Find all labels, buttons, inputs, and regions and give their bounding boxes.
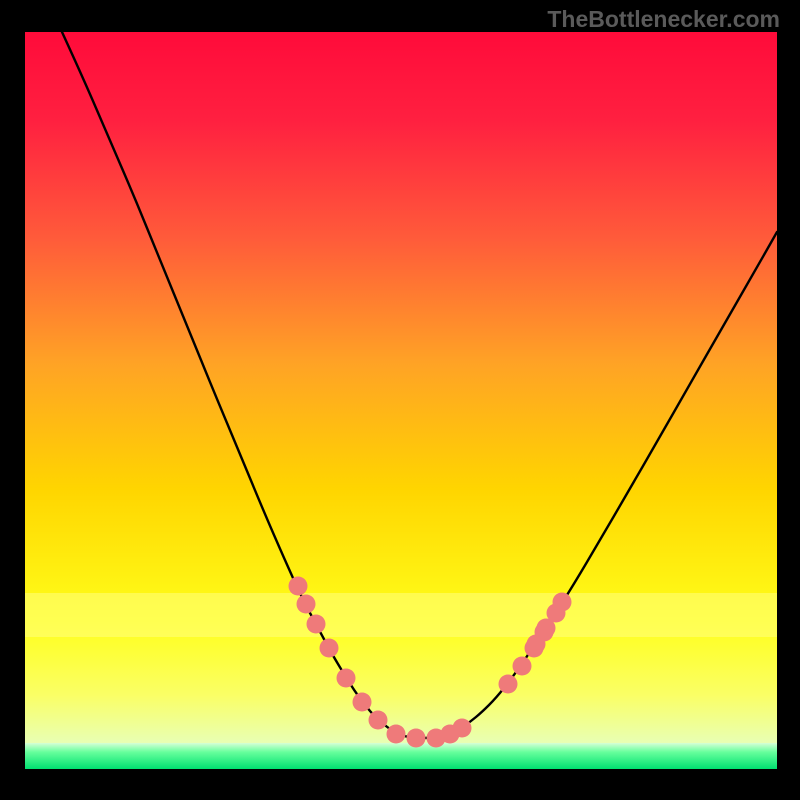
chart-stage: TheBottlenecker.com [0, 0, 800, 800]
watermark-label: TheBottlenecker.com [547, 6, 780, 33]
marker-point [289, 577, 308, 596]
marker-point [337, 669, 356, 688]
marker-point [453, 719, 472, 738]
marker-point [407, 729, 426, 748]
marker-point [320, 639, 339, 658]
chart-overlay-svg [0, 0, 800, 800]
marker-point [353, 693, 372, 712]
marker-point [387, 725, 406, 744]
marker-point [369, 711, 388, 730]
marker-point [297, 595, 316, 614]
marker-point [499, 675, 518, 694]
marker-point [307, 615, 326, 634]
marker-point [513, 657, 532, 676]
marker-group [289, 577, 572, 748]
marker-point [553, 593, 572, 612]
bottleneck-curve [62, 32, 777, 738]
